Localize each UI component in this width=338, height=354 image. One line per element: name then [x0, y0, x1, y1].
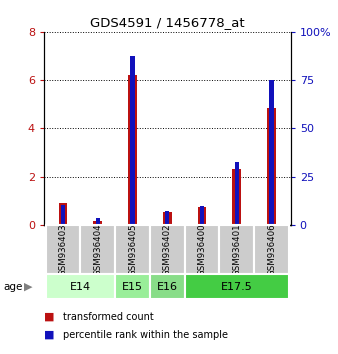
Bar [115, 274, 150, 299]
Text: E17.5: E17.5 [221, 282, 253, 292]
Bar [128, 75, 137, 225]
Text: GSM936406: GSM936406 [267, 223, 276, 276]
Bar [115, 225, 150, 274]
Bar [163, 212, 172, 225]
Bar [46, 274, 115, 299]
Bar [94, 221, 102, 225]
Text: GSM936402: GSM936402 [163, 223, 172, 276]
Bar [200, 206, 204, 225]
Text: GSM936400: GSM936400 [198, 223, 207, 276]
Bar [185, 225, 219, 274]
Text: age: age [3, 282, 23, 292]
Text: E16: E16 [157, 282, 178, 292]
Text: GSM936404: GSM936404 [93, 223, 102, 276]
Text: E15: E15 [122, 282, 143, 292]
Bar [130, 56, 135, 225]
Text: transformed count: transformed count [63, 312, 153, 322]
Bar [185, 274, 289, 299]
Text: ■: ■ [44, 312, 54, 322]
Bar [80, 225, 115, 274]
Text: E14: E14 [70, 282, 91, 292]
Text: ▶: ▶ [24, 282, 33, 292]
Text: percentile rank within the sample: percentile rank within the sample [63, 330, 227, 339]
Bar [61, 205, 65, 225]
Text: GSM936403: GSM936403 [58, 223, 68, 276]
Bar [46, 225, 80, 274]
Text: GSM936401: GSM936401 [232, 223, 241, 276]
Text: ■: ■ [44, 330, 54, 339]
Bar [150, 274, 185, 299]
Bar [165, 211, 169, 225]
Bar [235, 162, 239, 225]
Bar [96, 218, 100, 225]
Bar [219, 225, 254, 274]
Bar [150, 225, 185, 274]
Bar [269, 80, 274, 225]
Title: GDS4591 / 1456778_at: GDS4591 / 1456778_at [90, 16, 245, 29]
Bar [254, 225, 289, 274]
Bar [198, 207, 207, 225]
Text: GSM936405: GSM936405 [128, 223, 137, 276]
Bar [59, 203, 67, 225]
Bar [267, 108, 276, 225]
Bar [233, 169, 241, 225]
